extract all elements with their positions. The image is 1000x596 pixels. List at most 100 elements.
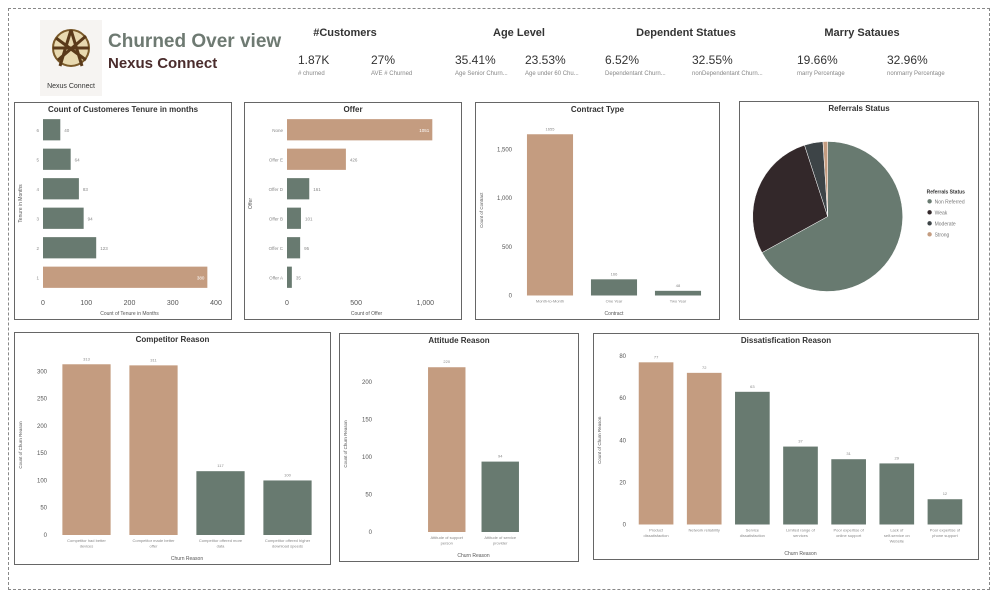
category-label: Offer D (269, 187, 284, 192)
bar (62, 364, 111, 535)
bar (287, 237, 301, 259)
x-axis-label: Count of Tenure in Months (100, 311, 159, 317)
chart-svg: None 1051 Offer E 426 Offer D 161 Offer B 101 Of… (248, 119, 434, 317)
kpi-label: marry Percentage (797, 71, 845, 77)
category-label: Competitor offered more data (199, 538, 243, 549)
chart-panel-referral: Non Referred Weak Moderate Strong Referrals … (739, 101, 979, 320)
axis-tick: 1,000 (416, 300, 434, 307)
data-label: 94 (88, 216, 94, 221)
axis-tick: 300 (167, 300, 179, 307)
axis-tick: 200 (362, 380, 373, 386)
bar (735, 391, 770, 525)
axis-tick: 0 (623, 523, 627, 529)
chart-svg: 1655 Month-to-Month 166 One Year 48 Two Year 0… (479, 126, 702, 317)
data-label: 83 (83, 187, 89, 192)
data-label: 123 (100, 246, 108, 251)
kpi-value: 6.52% (605, 53, 640, 67)
category-label: 4 (36, 187, 39, 192)
chart-svg: 77 Product dissatisfaction 72 Network reliab… (597, 354, 963, 557)
y-axis-label: Count of Churn Reason (343, 420, 348, 468)
bar (686, 372, 722, 525)
chart-title: Attitude Reason (428, 336, 490, 345)
dashboard-frame (8, 8, 990, 590)
chart-title: Competitor Reason (135, 335, 210, 344)
legend-label: Strong (935, 232, 950, 238)
bar (638, 362, 674, 525)
category-label: Network reliability (689, 528, 720, 533)
chart-panel-tenure: 6 40 5 64 4 83 3 94 2 123 1 380 0 100 200 300 400 Count o… (14, 102, 232, 320)
chart-svg: 6 40 5 64 4 83 3 94 2 123 1 380 0 100 200 300 400 Count o… (18, 119, 222, 317)
chart-panel-dissat: 77 Product dissatisfaction 72 Network reliab… (593, 333, 979, 560)
axis-tick: 20 (619, 480, 626, 486)
axis-tick: 100 (37, 478, 48, 484)
kpi-value: 23.53% (525, 53, 566, 67)
category-label: Offer E (269, 157, 283, 162)
axis-tick: 60 (619, 396, 626, 402)
axis-tick: 150 (37, 451, 48, 457)
legend-label: Moderate (935, 221, 956, 227)
page-subtitle: Nexus Connect (108, 55, 218, 72)
bar (783, 446, 818, 525)
bar (43, 266, 208, 288)
data-label: 166 (611, 271, 618, 276)
axis-tick: 0 (369, 530, 373, 536)
data-label: 220 (443, 359, 450, 364)
data-label: 380 (197, 275, 205, 280)
axis-tick: 100 (80, 300, 92, 307)
axis-tick: 1,500 (497, 147, 513, 153)
chart-panel-competitor: 313 Competitor had better devices 311 Compet… (14, 332, 331, 565)
axis-tick: 500 (502, 245, 513, 251)
kpi-value: 1.87K (298, 53, 330, 67)
x-axis-label: Churn Reason (171, 556, 203, 562)
chart-panel-attitude: 220 Attitude of support person 94 Attitude o… (339, 333, 579, 562)
data-label: 1655 (546, 126, 556, 131)
bar (287, 207, 301, 229)
kpi-label: nonDependentant Churn... (692, 71, 763, 77)
chart-svg: Non Referred Weak Moderate Strong Referrals … (752, 141, 965, 292)
category-label: Competitor offered higher download speeds (265, 538, 311, 549)
category-label: 5 (36, 157, 39, 162)
pie-slice (822, 141, 828, 217)
category-label: Offer A (269, 275, 283, 280)
axis-tick: 250 (37, 397, 48, 403)
category-label: Attitude of service provider (484, 535, 517, 546)
data-label: 35 (296, 275, 302, 280)
category-label: Competitor made better offer (132, 538, 175, 549)
bar (590, 279, 638, 296)
chart-title: Count of Customeres Tenure in months (47, 105, 199, 114)
kpi-value: 27% (371, 53, 396, 67)
bar (481, 461, 519, 532)
legend-marker (927, 210, 932, 215)
bar (43, 119, 61, 141)
y-axis-label: Count of Contract (479, 192, 484, 228)
kpi-label: # churned (298, 71, 325, 77)
y-axis-label: Count of Churn Reason (597, 416, 602, 464)
bar (927, 499, 963, 525)
kpi-group-title: Marry Sataues (824, 27, 900, 39)
data-label: 12 (943, 491, 948, 496)
data-label: 29 (895, 455, 900, 460)
pie-slice (761, 141, 903, 292)
bar (654, 290, 702, 296)
category-label: Lack of self-service on Website (884, 528, 910, 544)
axis-tick: 1,000 (497, 196, 513, 202)
data-label: 63 (750, 384, 755, 389)
page-title: Churned Over view (108, 31, 282, 52)
axis-tick: 0 (509, 294, 513, 300)
chart-svg: 313 Competitor had better devices 311 Compet… (18, 356, 312, 562)
category-label: Limited range of services (786, 528, 816, 539)
bar (43, 237, 97, 259)
axis-tick: 200 (124, 300, 136, 307)
data-label: 48 (676, 283, 681, 288)
axis-tick: 80 (619, 354, 626, 360)
chart-title: Contract Type (570, 105, 625, 114)
kpi-value: 32.96% (887, 53, 928, 67)
data-label: 101 (305, 216, 313, 221)
axis-tick: 50 (40, 506, 47, 512)
data-label: 31 (846, 451, 851, 456)
category-label: 1 (36, 275, 39, 280)
axis-tick: 40 (619, 438, 626, 444)
bar (287, 266, 292, 288)
kpi-label: Age Senior Churn... (455, 71, 508, 77)
data-label: 37 (798, 439, 803, 444)
